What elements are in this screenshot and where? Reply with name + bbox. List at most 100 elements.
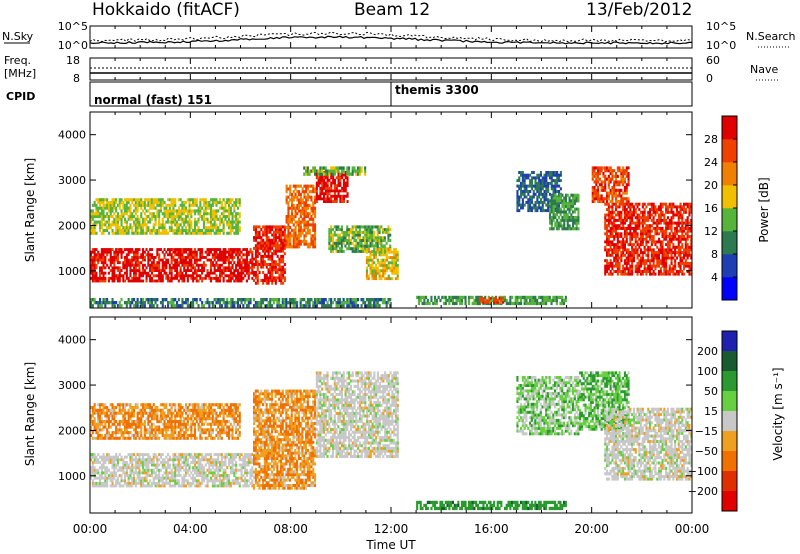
heatmap-cell xyxy=(439,298,442,303)
heatmap-cell xyxy=(640,248,643,252)
heatmap-cell xyxy=(647,216,650,220)
heatmap-cell xyxy=(536,298,539,303)
heatmap-cell xyxy=(674,232,677,236)
heatmap-cell xyxy=(97,301,100,305)
heatmap-cell xyxy=(611,177,614,181)
heatmap-cell xyxy=(638,218,641,222)
heatmap-cell xyxy=(305,215,308,219)
heatmap-cell xyxy=(358,249,361,253)
heatmap-cell xyxy=(186,298,189,302)
heatmap-cell xyxy=(305,220,308,224)
heatmap-cell xyxy=(606,218,609,222)
heatmap-cell xyxy=(210,220,213,224)
heatmap-cell xyxy=(125,226,128,230)
heatmap-cell xyxy=(613,259,616,263)
heatmap-cell xyxy=(351,169,354,173)
heatmap-cell xyxy=(113,250,116,254)
heatmap-cell xyxy=(568,202,571,206)
heatmap-cell xyxy=(374,301,377,305)
heatmap-cell xyxy=(254,301,257,305)
heatmap-cell xyxy=(177,263,180,267)
heatmap-cell xyxy=(238,198,241,202)
heatmap-cell xyxy=(364,247,367,251)
heatmap-cell xyxy=(136,304,139,308)
heatmap-cell xyxy=(607,205,610,209)
heatmap-cell xyxy=(538,206,541,210)
heatmap-cell xyxy=(625,174,628,178)
heatmap-cell xyxy=(668,270,671,273)
heatmap-cell xyxy=(206,220,209,224)
heatmap-cell xyxy=(100,248,103,251)
heatmap-cell xyxy=(674,253,677,257)
heatmap-cell xyxy=(658,256,661,260)
heatmap-cell xyxy=(606,166,609,170)
heatmap-cell xyxy=(670,202,673,206)
heatmap-cell xyxy=(138,248,141,251)
heatmap-cell xyxy=(298,217,301,221)
heatmap-cell xyxy=(229,220,232,224)
heatmap-cell xyxy=(520,187,523,191)
heatmap-cell xyxy=(607,235,610,238)
heatmap-cell xyxy=(559,199,562,203)
heatmap-cell xyxy=(521,184,524,188)
heatmap-cell xyxy=(100,266,103,270)
heatmap-cell xyxy=(326,176,329,180)
heatmap-cell xyxy=(202,231,205,235)
heatmap-cell xyxy=(538,184,541,188)
heatmap-cell xyxy=(686,205,689,209)
heatmap-cell xyxy=(670,229,673,233)
heatmap-cell xyxy=(552,218,555,222)
heatmap-cell xyxy=(623,261,626,265)
heatmap-cell xyxy=(231,304,234,308)
heatmap-cell xyxy=(632,235,635,238)
heatmap-cell xyxy=(618,188,621,192)
heatmap-cell xyxy=(176,250,179,254)
heatmap-cell xyxy=(686,264,689,268)
heatmap-cell xyxy=(314,298,317,302)
heatmap-cell xyxy=(134,248,137,251)
heatmap-cell xyxy=(391,264,394,267)
heatmap-cell xyxy=(328,247,331,251)
heatmap-cell xyxy=(622,205,625,209)
heatmap-cell xyxy=(346,194,349,198)
heatmap-cell xyxy=(615,174,618,178)
heatmap-cell xyxy=(274,252,277,256)
heatmap-cell xyxy=(247,276,250,280)
heatmap-cell xyxy=(273,233,276,237)
heatmap-cell xyxy=(215,261,218,265)
heatmap-cell xyxy=(650,240,653,244)
heatmap-cell xyxy=(611,186,614,190)
heatmap-cell xyxy=(529,206,532,210)
heatmap-cell xyxy=(351,166,354,170)
heatmap-cell xyxy=(629,256,632,260)
heatmap-cell xyxy=(113,261,116,265)
heatmap-cell xyxy=(557,199,560,203)
heatmap-cell xyxy=(532,206,535,210)
heatmap-cell xyxy=(271,257,274,261)
heatmap-cell xyxy=(136,261,139,265)
heatmap-cell xyxy=(380,269,383,273)
heatmap-cell xyxy=(267,276,270,280)
heatmap-cell xyxy=(235,198,238,202)
heatmap-cell xyxy=(256,265,259,269)
heatmap-cell xyxy=(607,221,610,225)
heatmap-cell xyxy=(652,240,655,244)
heatmap-cell xyxy=(199,203,202,207)
heatmap-cell xyxy=(179,217,182,221)
heatmap-cell xyxy=(183,263,186,267)
heatmap-cell xyxy=(176,269,179,272)
heatmap-cell xyxy=(348,247,351,251)
heatmap-cell xyxy=(177,212,180,216)
heatmap-cell xyxy=(188,228,191,232)
heatmap-cell xyxy=(106,228,109,232)
heatmap-cell xyxy=(616,224,619,228)
heatmap-cell xyxy=(145,253,148,257)
heatmap-cell xyxy=(240,269,243,272)
heatmap-cell xyxy=(102,276,105,280)
heatmap-cell xyxy=(380,241,383,245)
heatmap-cell xyxy=(641,240,644,244)
heatmap-cell xyxy=(602,186,605,190)
heatmap-cell xyxy=(298,220,301,224)
heatmap-cell xyxy=(220,253,223,257)
heatmap-cell xyxy=(541,206,544,210)
